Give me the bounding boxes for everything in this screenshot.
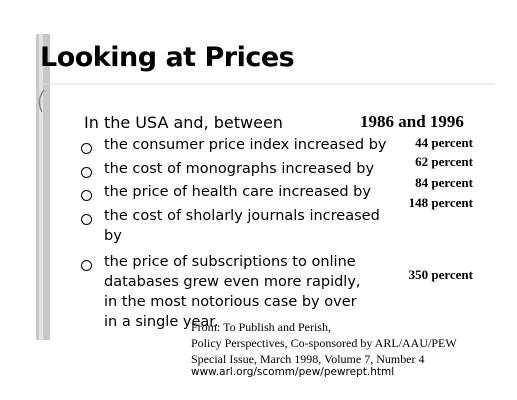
intro: In the USA and, between — [84, 113, 283, 132]
bullet-text: in a single year. — [104, 314, 219, 330]
bullet-marker — [81, 190, 92, 201]
period: 1986 and 1996 — [360, 112, 464, 131]
amount: 148 percent — [408, 195, 473, 210]
bullet-marker — [81, 214, 92, 225]
amount: 350 percent — [408, 267, 473, 282]
source-url: www.arl.org/scomm/pew/pewrept.html — [191, 366, 395, 378]
source-line: Special Issue, March 1998, Volume 7, Num… — [191, 352, 425, 366]
bullet-text: the consumer price index increased by — [104, 137, 387, 153]
bullet-text: the cost of sholarly journals increased — [104, 208, 380, 224]
bullet-text: the price of health care increased by — [104, 184, 371, 200]
source-line: From: To Publish and Perish, — [191, 320, 331, 334]
bullet-text: the price of subscriptions to online — [104, 254, 356, 270]
amount: 44 percent — [415, 135, 473, 150]
bullet-text: by — [104, 228, 122, 244]
title: Looking at Prices — [40, 42, 295, 73]
scroll-curl — [38, 89, 45, 113]
amount: 62 percent — [415, 154, 473, 169]
bullet-marker — [81, 260, 92, 271]
scroll-highlight — [39, 34, 43, 340]
bullet-text: in the most notorious case by over — [104, 294, 357, 310]
bullet-text: databases grew even more rapidly, — [104, 274, 361, 290]
bullet-marker — [81, 143, 92, 154]
bullet-marker — [81, 167, 92, 178]
source-line: Policy Perspectives, Co-sponsored by ARL… — [191, 336, 457, 350]
bullet-text: the cost of monographs increased by — [104, 161, 375, 177]
amount: 84 percent — [415, 175, 473, 190]
